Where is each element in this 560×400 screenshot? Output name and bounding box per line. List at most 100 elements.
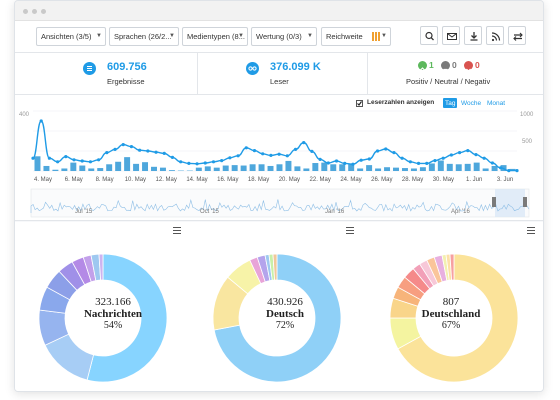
pie-percent: 54%: [103, 320, 123, 331]
chart-bar: [222, 165, 229, 171]
mail-button[interactable]: [442, 26, 460, 45]
chart-bar: [88, 168, 95, 171]
chart-point: [211, 160, 216, 164]
chart-point: [367, 157, 371, 161]
chart-point: [244, 146, 248, 150]
menu-icon[interactable]: [527, 227, 535, 235]
chart-bar: [52, 169, 59, 171]
filter-medientypen[interactable]: Medientypen (8... ▼: [182, 27, 248, 46]
chart-point: [310, 149, 314, 153]
filter-wertung-label: Wertung (0/3): [256, 32, 302, 41]
chart-point: [490, 161, 494, 165]
chart-point: [97, 158, 101, 162]
pie-name: Deutsch: [266, 308, 304, 320]
x-tick-label: 28. May: [402, 177, 423, 183]
pie-card-language: 430.926 Deutsch 72%: [191, 222, 363, 391]
chevron-down-icon: ▼: [96, 33, 102, 39]
y-tick-right: 1000: [520, 112, 534, 118]
pie-name: Nachrichten: [83, 308, 143, 320]
chart-bar: [393, 167, 399, 171]
pie-charts-row: 323.166 Nachrichten 54% 430.926 Deutsch …: [15, 222, 543, 391]
chart-bar: [43, 165, 50, 171]
chart-point: [31, 156, 35, 160]
swap-button[interactable]: [508, 26, 526, 45]
chart-bar: [115, 161, 122, 171]
glasses-icon: [246, 62, 259, 75]
tab-day[interactable]: Tag: [443, 98, 457, 108]
rss-icon: [491, 32, 501, 42]
chart-bar: [168, 170, 175, 171]
chart-bar: [195, 167, 202, 171]
chart-bar: [339, 164, 346, 171]
list-icon: [83, 62, 96, 75]
negative-icon: [464, 61, 473, 72]
chart-bar: [428, 163, 435, 171]
chart-point: [187, 161, 191, 165]
chevron-down-icon: ▼: [381, 33, 387, 39]
navigator-label: Apr '16: [451, 209, 470, 215]
filter-ansichten-label: Ansichten (3/5): [41, 32, 92, 41]
chart-point: [138, 148, 142, 152]
chart-bar: [159, 167, 166, 171]
chart-bar: [437, 160, 444, 171]
chart-line: [32, 120, 517, 172]
chart-bar: [312, 163, 319, 171]
chart-point: [80, 159, 84, 163]
x-tick-label: 16. May: [217, 177, 238, 183]
chart-bar: [384, 167, 391, 171]
tab-month[interactable]: Monat: [487, 100, 506, 107]
negative-count: 0: [475, 60, 480, 70]
y-tick-left: 400: [19, 112, 30, 118]
pie-center-language: 430.926 Deutsch 72%: [245, 296, 325, 331]
chart-point: [318, 157, 322, 161]
bar-chart-icon: [372, 32, 381, 41]
navigator-label: Oct '15: [200, 209, 219, 215]
chart-point: [326, 161, 330, 165]
chart-point: [498, 166, 503, 170]
chart-bar: [276, 164, 283, 171]
menu-icon[interactable]: [173, 227, 181, 235]
chart-bar: [330, 164, 337, 171]
filter-wertung[interactable]: Wertung (0/3) ▼: [251, 27, 317, 46]
chart-point: [343, 161, 347, 165]
navigator-series: [30, 198, 530, 213]
chevron-down-icon: ▼: [307, 33, 313, 39]
rss-button[interactable]: [486, 26, 504, 45]
pie-slice: [86, 253, 168, 383]
chart-bar: [258, 164, 265, 171]
filter-reichweite[interactable]: Reichweite ▼: [321, 27, 391, 46]
chart-point: [351, 162, 355, 166]
stats-divider: [367, 53, 368, 95]
chart-bar: [204, 166, 211, 171]
positive-icon: [418, 61, 427, 71]
menu-icon[interactable]: [346, 227, 354, 235]
chart-point: [154, 150, 158, 154]
chart-point: [515, 169, 519, 173]
x-tick-label: 8. May: [96, 177, 114, 183]
pie-slice: [272, 253, 278, 281]
chart-point: [441, 156, 445, 160]
x-tick-label: 14. May: [186, 177, 207, 183]
chart-bar: [61, 168, 68, 171]
chart-bar: [321, 162, 328, 171]
tab-week[interactable]: Woche: [461, 100, 482, 107]
chart-bar: [151, 166, 157, 171]
chart-point: [425, 161, 429, 165]
pie-percent: 67%: [441, 320, 461, 331]
readers-checkbox[interactable]: [356, 100, 363, 107]
checkmark-icon: [357, 101, 362, 106]
download-button[interactable]: [464, 26, 482, 45]
chart-point: [482, 156, 486, 160]
filter-sprachen[interactable]: Sprachen (26/2... ▼: [109, 27, 179, 46]
chart-point: [457, 151, 462, 155]
chart-bar: [124, 157, 131, 171]
search-button[interactable]: [420, 26, 438, 45]
x-tick-label: 18. May: [248, 177, 269, 183]
timeline-chart: 400 1000 500 4. May 6. May 8. May 10. May 12. M…: [19, 110, 534, 218]
chart-bar: [34, 156, 41, 171]
x-tick-label: 4. May: [34, 177, 52, 183]
filter-ansichten[interactable]: Ansichten (3/5) ▼: [36, 27, 106, 46]
chart-bar: [357, 168, 364, 171]
pie-slice: [397, 253, 519, 383]
chart-bar: [231, 165, 238, 171]
